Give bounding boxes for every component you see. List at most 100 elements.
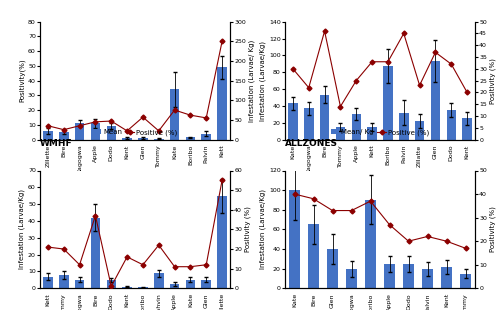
Bar xyxy=(186,137,195,140)
Positive (%) xyxy=(188,265,194,268)
Bar xyxy=(368,127,377,140)
Y-axis label: Infestation (Larvae/Kg): Infestation (Larvae/Kg) xyxy=(260,41,266,121)
Y-axis label: Positivity (%): Positivity (%) xyxy=(245,206,252,252)
Bar xyxy=(122,287,132,288)
Bar xyxy=(138,138,147,140)
Positive (%) xyxy=(219,39,225,43)
Bar xyxy=(399,113,408,140)
Positive (%) xyxy=(124,255,130,259)
Positive (%) xyxy=(156,129,162,133)
Bar xyxy=(59,132,69,140)
Bar xyxy=(106,280,116,288)
Text: ALLZONES: ALLZONES xyxy=(285,139,338,148)
Positive (%) xyxy=(108,285,114,288)
Line: Positive (%): Positive (%) xyxy=(291,29,469,108)
Bar xyxy=(304,108,314,140)
Positive (%) xyxy=(61,128,67,131)
Bar xyxy=(59,275,69,288)
Line: Positive (%): Positive (%) xyxy=(293,192,467,250)
Bar xyxy=(441,267,452,288)
Positive (%) xyxy=(354,79,360,82)
Positive (%) xyxy=(156,243,162,247)
Text: WMHF: WMHF xyxy=(40,139,72,148)
Bar xyxy=(422,269,433,288)
Positive (%) xyxy=(290,67,296,71)
Bar xyxy=(75,280,85,288)
Bar xyxy=(403,264,414,288)
Positive (%) xyxy=(76,263,82,267)
Positive (%) xyxy=(203,263,209,267)
Positive (%) xyxy=(92,120,98,124)
Y-axis label: Infestation (Larvae/Kg): Infestation (Larvae/Kg) xyxy=(260,189,266,269)
Bar xyxy=(75,123,85,140)
Bar xyxy=(320,95,330,140)
Bar xyxy=(288,103,298,140)
Positive (%) xyxy=(432,51,438,54)
Bar xyxy=(462,118,472,140)
Positive (%) xyxy=(385,60,391,64)
Positive (%) xyxy=(338,105,344,108)
Positive (%) xyxy=(464,91,470,94)
Bar xyxy=(460,274,471,288)
Bar xyxy=(138,287,147,288)
Positive (%) xyxy=(219,179,225,182)
Bar xyxy=(365,200,376,288)
Bar xyxy=(308,224,319,288)
Bar xyxy=(154,139,164,140)
Positive (%) xyxy=(369,60,375,64)
Y-axis label: Positivity(%): Positivity(%) xyxy=(18,59,25,102)
Positive (%) xyxy=(310,197,316,201)
Positive (%) xyxy=(92,214,98,218)
Bar xyxy=(170,284,179,288)
Positive (%) xyxy=(140,115,146,119)
Positive (%) xyxy=(416,83,422,87)
Bar xyxy=(446,110,456,140)
Bar xyxy=(202,280,211,288)
Positive (%) xyxy=(306,86,312,90)
Y-axis label: Infestation (Larvae/Kg): Infestation (Larvae/Kg) xyxy=(18,189,25,269)
Bar xyxy=(90,123,100,140)
Bar xyxy=(218,67,227,140)
Positive (%) xyxy=(188,113,194,117)
Bar xyxy=(43,131,52,140)
Positive (%) xyxy=(448,62,454,66)
Bar xyxy=(43,277,52,288)
Positive (%) xyxy=(406,239,411,243)
Positive (%) xyxy=(124,129,130,133)
Positive (%) xyxy=(203,116,209,120)
Bar xyxy=(336,127,345,140)
Bar xyxy=(383,66,392,140)
Positive (%) xyxy=(330,209,336,212)
Positive (%) xyxy=(444,239,450,243)
Bar xyxy=(170,89,179,140)
Positive (%) xyxy=(292,192,298,196)
Positive (%) xyxy=(45,245,51,249)
Bar xyxy=(430,61,440,140)
Positive (%) xyxy=(76,124,82,128)
Positive (%) xyxy=(45,124,51,128)
Line: Positive (%): Positive (%) xyxy=(46,40,224,133)
Bar xyxy=(289,190,300,288)
Y-axis label: Positivity (%): Positivity (%) xyxy=(490,58,496,104)
Bar xyxy=(384,264,395,288)
Positive (%) xyxy=(368,199,374,203)
Bar xyxy=(106,126,116,140)
Bar xyxy=(415,121,424,140)
Y-axis label: Infestation (Larvae/ Kg): Infestation (Larvae/ Kg) xyxy=(248,39,255,122)
Positive (%) xyxy=(462,246,468,250)
Bar xyxy=(122,138,132,140)
Bar xyxy=(346,269,357,288)
Positive (%) xyxy=(386,223,392,227)
Legend: Mean, Positive (%): Mean, Positive (%) xyxy=(92,129,178,136)
Bar xyxy=(202,134,211,140)
Positive (%) xyxy=(348,209,354,212)
Positive (%) xyxy=(322,29,328,33)
Legend: Mean/ Kg, Positive (%): Mean/ Kg, Positive (%) xyxy=(331,129,429,136)
Y-axis label: Positivity (%): Positivity (%) xyxy=(490,206,496,252)
Positive (%) xyxy=(108,119,114,123)
Positive (%) xyxy=(172,265,177,268)
Bar xyxy=(327,249,338,288)
Positive (%) xyxy=(172,108,177,112)
Positive (%) xyxy=(61,247,67,251)
Positive (%) xyxy=(424,235,430,238)
